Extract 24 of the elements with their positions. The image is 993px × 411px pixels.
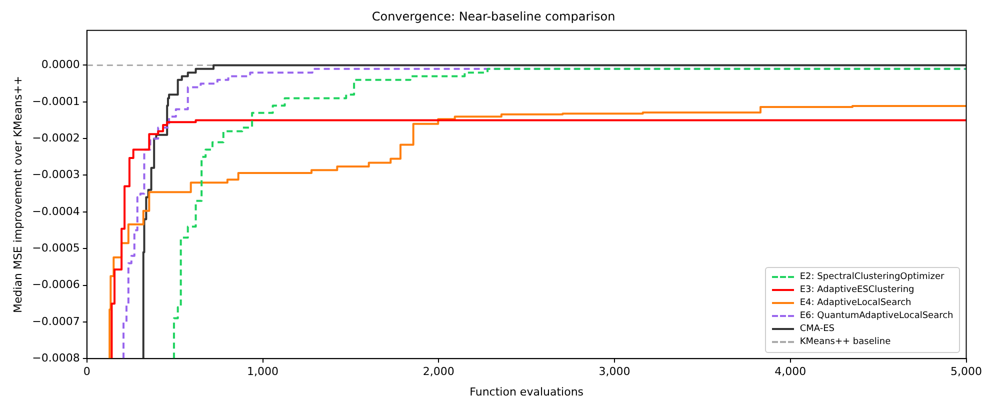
x-tick-label: 2,000	[422, 365, 454, 378]
y-tick-label: −0.0008	[32, 351, 80, 364]
x-tick-label: 1,000	[247, 365, 279, 378]
y-tick-label: −0.0002	[32, 131, 80, 144]
y-tick-label: −0.0006	[32, 278, 80, 292]
legend-label: E3: AdaptiveESClustering	[800, 285, 914, 296]
x-tick-label: 5,000	[950, 365, 982, 378]
y-tick-label: −0.0007	[32, 314, 80, 328]
legend-label: KMeans++ baseline	[800, 337, 891, 348]
x-tick-label: 3,000	[598, 365, 630, 378]
x-axis-title: Function evaluations	[470, 385, 584, 398]
x-tick-label: 4,000	[774, 365, 806, 378]
x-tick-label: 0	[83, 365, 90, 378]
legend-label: E4: AdaptiveLocalSearch	[800, 298, 912, 308]
chart-title: Convergence: Near-baseline comparison	[372, 9, 616, 24]
y-tick-label: −0.0004	[32, 204, 80, 218]
y-axis-title: Median MSE improvement over KMeans++	[11, 76, 24, 314]
legend-label: E6: QuantumAdaptiveLocalSearch	[800, 311, 954, 322]
legend-label: CMA-ES	[800, 324, 835, 334]
y-tick-label: 0.0000	[41, 58, 80, 72]
y-tick-label: −0.0005	[32, 241, 80, 254]
y-tick-label: −0.0001	[32, 94, 80, 108]
legend-label: E2: SpectralClusteringOptimizer	[800, 272, 944, 282]
y-tick-label: −0.0003	[32, 168, 80, 182]
